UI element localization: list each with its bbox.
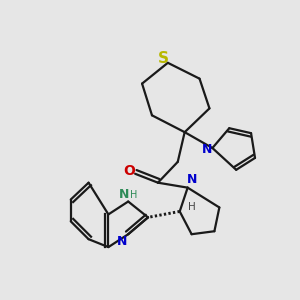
Text: O: O (123, 164, 135, 178)
Text: N: N (186, 173, 197, 186)
Text: N: N (119, 188, 129, 201)
Text: N: N (117, 235, 128, 248)
Text: H: H (130, 190, 138, 200)
Text: S: S (158, 51, 169, 66)
Text: H: H (188, 202, 196, 212)
Text: N: N (202, 142, 213, 155)
